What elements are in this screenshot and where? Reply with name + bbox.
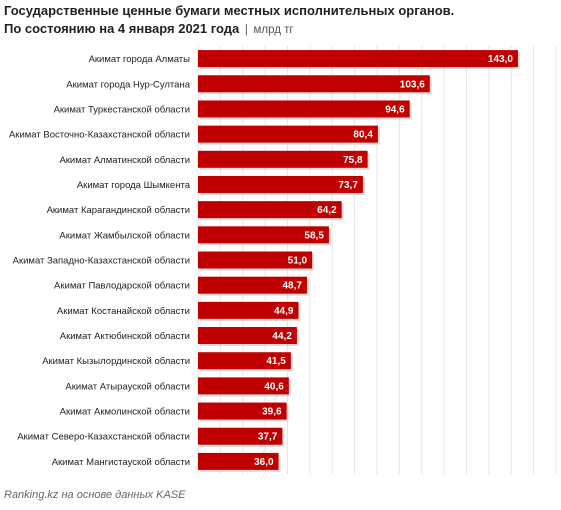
value-label: 143,0 — [488, 54, 513, 65]
value-label: 44,2 — [272, 331, 292, 342]
bar — [198, 377, 289, 395]
category-label: Акимат Восточно-Казахстанской области — [9, 130, 190, 141]
bar — [198, 452, 279, 470]
bar — [198, 226, 329, 244]
bar — [198, 50, 518, 68]
value-label: 75,8 — [343, 155, 363, 166]
value-label: 36,0 — [254, 457, 274, 468]
chart-header: Государственные ценные бумаги местных ис… — [4, 2, 557, 39]
category-label: Акимат Актюбинской области — [60, 331, 190, 342]
category-label: Акимат Алматинской области — [59, 155, 190, 166]
bar — [198, 100, 410, 118]
bar — [198, 175, 363, 193]
chart-title-line-2: По состоянию на 4 января 2021 года | млр… — [4, 20, 557, 39]
value-label: 80,4 — [353, 130, 373, 141]
value-label: 41,5 — [266, 356, 286, 367]
bar — [198, 301, 299, 319]
category-label: Акимат Павлодарской области — [54, 281, 190, 292]
bar — [198, 125, 378, 143]
category-label: Акимат Туркестанской области — [54, 104, 190, 115]
value-label: 64,2 — [317, 205, 337, 216]
value-label: 58,5 — [304, 230, 324, 241]
category-label: Акимат Карагандинской области — [47, 205, 190, 216]
category-label: Акимат Кызылординской области — [42, 356, 190, 367]
bar — [198, 201, 342, 219]
category-label: Акимат Северо-Казахстанской области — [17, 432, 190, 443]
value-label: 73,7 — [338, 180, 358, 191]
bar — [198, 251, 313, 269]
category-label: Акимат Западно-Казахстанской области — [13, 256, 190, 267]
category-label: Акимат Мангистауской области — [52, 457, 190, 468]
category-label: Акимат города Нур-Султана — [66, 79, 190, 90]
value-label: 51,0 — [288, 256, 308, 267]
value-label: 40,6 — [264, 381, 284, 392]
value-label: 44,9 — [274, 306, 294, 317]
title-separator: | — [244, 24, 248, 36]
source-footer: Ranking.kz на основе данных KASE — [4, 489, 186, 501]
chart-title-date: По состоянию на 4 января 2021 года — [4, 21, 240, 36]
bar — [198, 402, 287, 420]
value-label: 39,6 — [262, 407, 282, 418]
bar — [198, 75, 430, 93]
category-labels: Акимат города Алматы Акимат города Нур-Су… — [9, 54, 191, 468]
chart-title-line-1: Государственные ценные бумаги местных ис… — [4, 3, 455, 18]
bar — [198, 327, 297, 345]
category-label: Акимат Жамбылской области — [59, 230, 190, 241]
bar — [198, 150, 368, 168]
value-label: 48,7 — [282, 281, 302, 292]
bar — [198, 352, 291, 370]
bar — [198, 276, 307, 294]
category-label: Акимат Акмолинской области — [60, 407, 190, 418]
bars: 143,0 103,6 94,6 80,4 75,8 73,7 64,2 58,5 51,0 48… — [198, 50, 520, 472]
value-label: 37,7 — [258, 432, 278, 443]
bar — [198, 427, 283, 445]
category-label: Акимат города Шымкента — [77, 180, 191, 191]
category-label: Акимат Костанайской области — [57, 306, 190, 317]
unit-label: млрд тг — [253, 24, 294, 36]
category-label: Акимат города Алматы — [89, 54, 191, 65]
bar-chart: 143,0 103,6 94,6 80,4 75,8 73,7 64,2 58,5 51,0 48… — [9, 46, 557, 474]
value-label: 103,6 — [400, 79, 425, 90]
category-label: Акимат Атырауской области — [65, 381, 190, 392]
value-label: 94,6 — [385, 104, 405, 115]
